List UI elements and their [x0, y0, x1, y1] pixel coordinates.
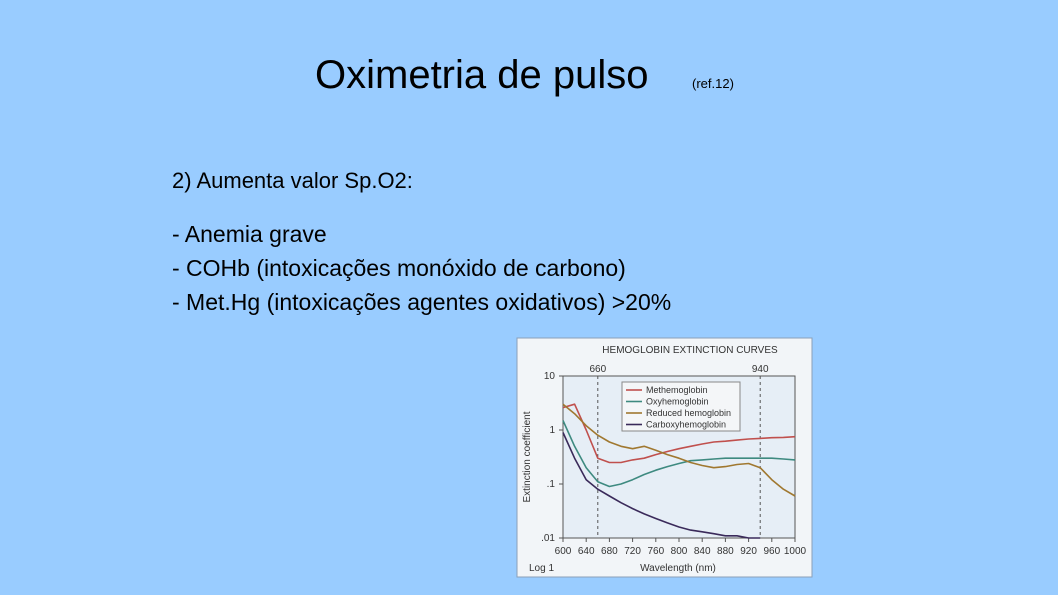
legend-label: Carboxyhemoglobin	[646, 420, 726, 430]
y-axis-label: Extinction coefficient	[522, 411, 533, 502]
x-tick-label: 640	[578, 546, 595, 557]
note: Log 1	[529, 563, 554, 574]
x-tick-label: 880	[717, 546, 734, 557]
x-tick-label: 960	[763, 546, 780, 557]
x-tick-label: 680	[601, 546, 618, 557]
x-tick-label: 800	[671, 546, 688, 557]
x-axis-label: Wavelength (nm)	[640, 563, 716, 574]
legend-label: Oxyhemoglobin	[646, 397, 709, 407]
bullet: - COHb (intoxicações monóxido de carbono…	[172, 255, 626, 281]
y-tick-label: 1	[549, 425, 555, 436]
series-line	[562, 403, 796, 497]
y-tick-label: .1	[547, 479, 556, 490]
series-line	[562, 420, 796, 488]
slide-title: Oximetria de pulso	[315, 53, 648, 97]
x-tick-label: 840	[694, 546, 711, 557]
legend-label: Methemoglobin	[646, 385, 708, 395]
x-tick-label: 920	[740, 546, 757, 557]
legend-label: Reduced hemoglobin	[646, 408, 731, 418]
y-tick-label: .01	[541, 533, 555, 544]
x-tick-label: 720	[624, 546, 641, 557]
bullet: - Met.Hg (intoxicações agentes oxidativo…	[172, 289, 671, 315]
x-tick-label: 760	[647, 546, 664, 557]
x-tick-label: 1000	[784, 546, 807, 557]
reference: (ref.12)	[692, 76, 734, 91]
subtitle: 2) Aumenta valor Sp.O2:	[172, 168, 413, 193]
series-line	[562, 432, 761, 539]
y-tick-label: 10	[544, 371, 556, 382]
x-tick-label: 600	[555, 546, 572, 557]
bullet: - Anemia grave	[172, 221, 327, 247]
reference-label: 660	[589, 364, 606, 375]
reference-label: 940	[752, 364, 769, 375]
chart-title: HEMOGLOBIN EXTINCTION CURVES	[602, 345, 778, 356]
series-line	[562, 403, 796, 464]
